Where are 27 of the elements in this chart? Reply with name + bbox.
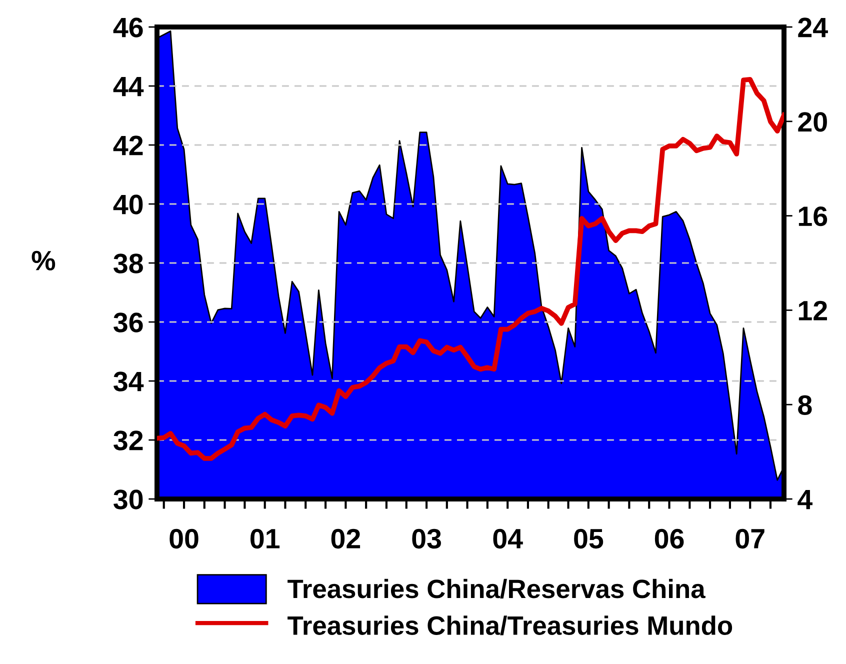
line-series xyxy=(157,76,784,461)
x-tick-label: 01 xyxy=(250,528,280,549)
y-tick-label: 42 xyxy=(113,136,143,156)
x-tick-label: 05 xyxy=(574,528,604,549)
y-tick-label: 38 xyxy=(114,254,143,274)
y-tick-label: 30 xyxy=(114,490,143,510)
y-tick-label: 40 xyxy=(113,194,143,214)
x-tick-label: 06 xyxy=(654,528,684,549)
legend-label: Treasuries China/Treasuries Mundo xyxy=(288,616,732,636)
y-tick-label: 46 xyxy=(113,18,143,38)
x-tick-label: 00 xyxy=(170,528,198,549)
y-axis-title: % xyxy=(32,250,56,270)
y-tick-label: 32 xyxy=(114,430,143,450)
x-tick-label: 04 xyxy=(493,528,523,549)
y2-tick-label: 16 xyxy=(798,206,828,226)
y2-tick-label: 8 xyxy=(798,395,812,415)
y2-tick-label: 12 xyxy=(798,300,827,320)
y2-tick-label: 4 xyxy=(798,490,812,510)
x-tick-label: 07 xyxy=(736,528,764,549)
y2-tick-label: 20 xyxy=(798,112,827,132)
x-tick-label: 02 xyxy=(331,528,360,549)
y2-tick-label: 24 xyxy=(798,18,828,38)
legend-label: Treasuries China/Reservas China xyxy=(288,578,706,599)
x-tick-label: 03 xyxy=(412,528,441,549)
y-tick-label: 36 xyxy=(114,312,143,332)
y-tick-label: 44 xyxy=(113,76,144,96)
y-tick-label: 34 xyxy=(114,372,144,392)
